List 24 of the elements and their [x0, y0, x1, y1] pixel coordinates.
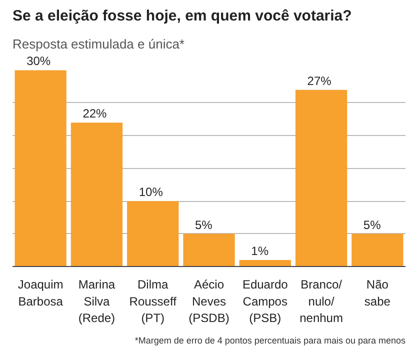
data-label: 10%	[138, 185, 164, 200]
bar	[352, 234, 404, 266]
x-tick-label: Marina Silva (Rede)	[78, 278, 116, 326]
bar	[127, 201, 179, 266]
chart-title: Se a eleição fosse hoje, em quem você votaria?	[12, 8, 352, 24]
bar	[183, 234, 235, 266]
text: *Margem de erro de 4 pontos percentuais para mais ou para menos	[134, 336, 406, 346]
x-tick-label: Não sabe	[364, 278, 391, 308]
bar	[239, 260, 291, 266]
x-tick-label: Eduardo Campos (PSB)	[242, 278, 288, 326]
data-label: 22%	[82, 106, 108, 121]
x-tick-label: Branco/ nulo/ nenhum	[300, 278, 343, 326]
data-label: 30%	[26, 54, 51, 68]
chart-subtitle: Resposta estimulada e única*	[12, 36, 184, 52]
x-tick-label: Dilma Rousseff (PT)	[129, 278, 178, 326]
bar	[14, 70, 66, 266]
x-tick-label: Joaquim Barbosa	[18, 278, 64, 308]
data-label: 5%	[195, 218, 213, 232]
data-label: 1%	[251, 244, 269, 258]
bar	[70, 122, 123, 266]
x-tick-label: Aécio Neves (PSDB)	[188, 278, 230, 326]
bar	[295, 90, 348, 266]
data-label: 5%	[363, 218, 382, 232]
data-label: 27%	[307, 74, 332, 88]
